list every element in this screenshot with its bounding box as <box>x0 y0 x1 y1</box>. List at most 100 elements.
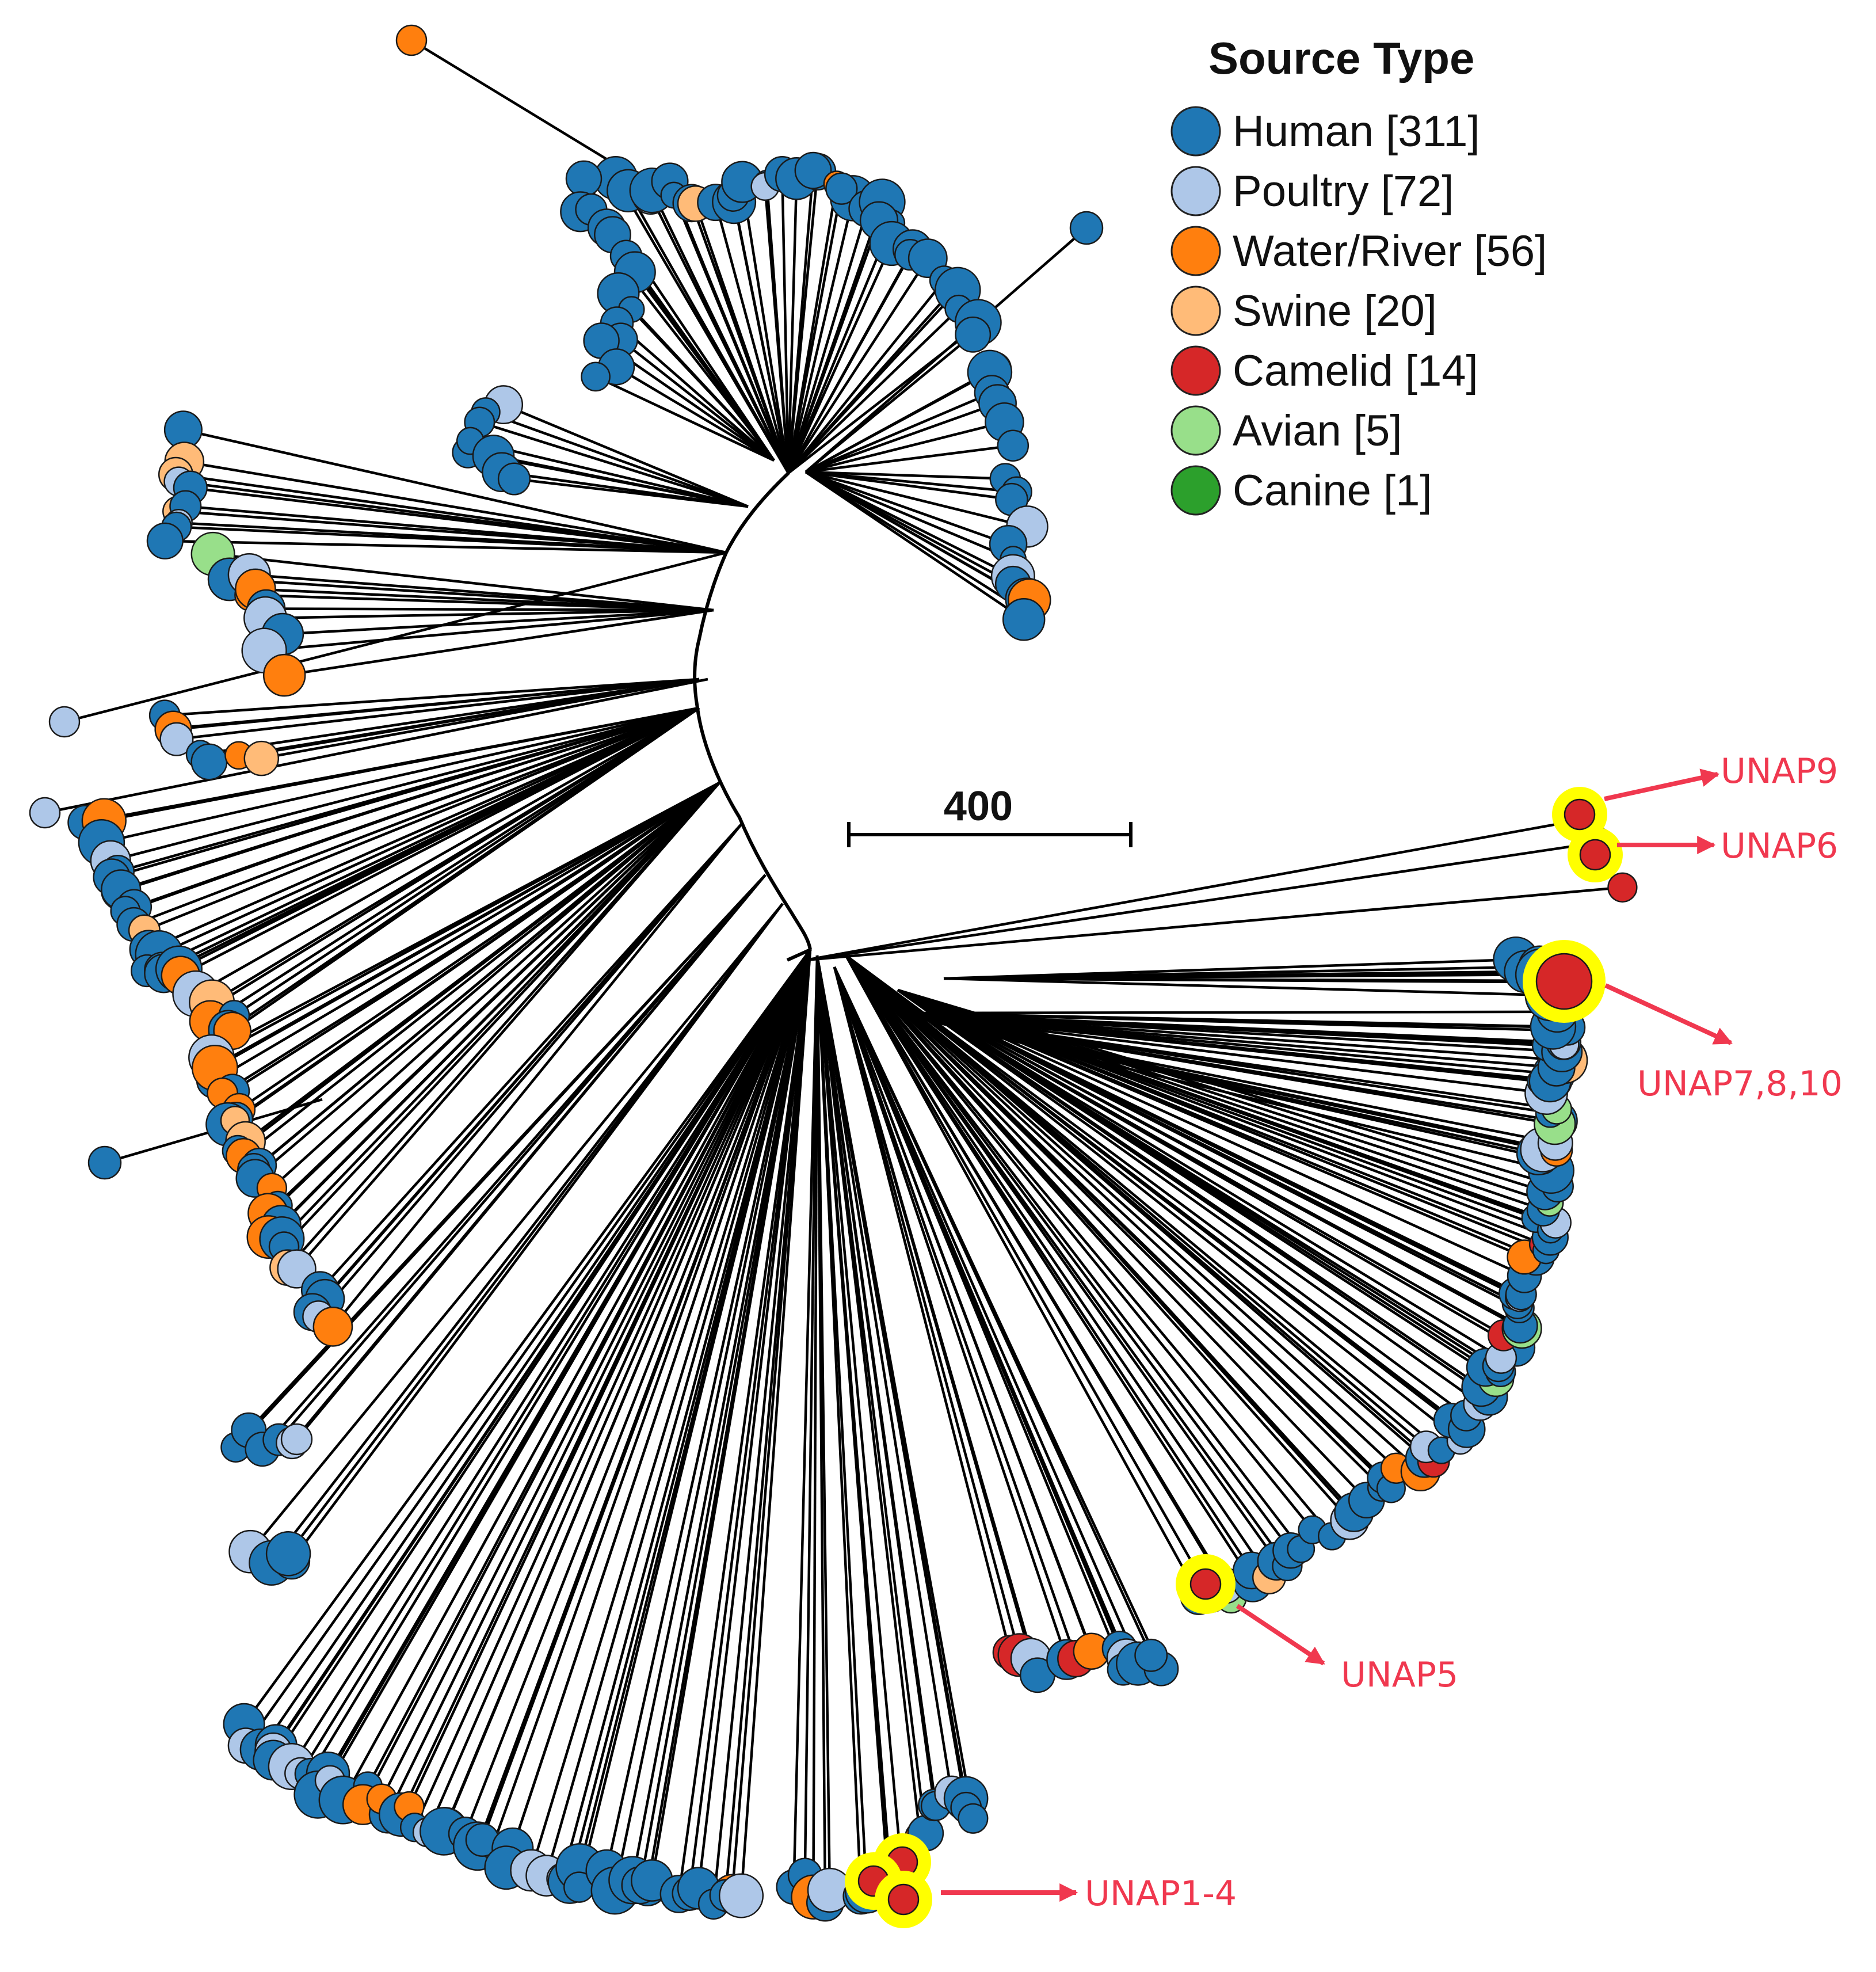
legend-item: Human [311] <box>1170 106 1480 157</box>
branch <box>815 955 868 1892</box>
branch <box>845 954 1355 1513</box>
leaf-node <box>243 740 280 776</box>
branch <box>264 608 714 652</box>
branch <box>605 949 812 1871</box>
branch <box>485 410 749 508</box>
branch <box>270 903 784 1564</box>
tree-leaf-nodes <box>29 24 1638 1922</box>
branch <box>195 707 700 995</box>
legend-swatch <box>1170 285 1221 336</box>
branch <box>805 421 1005 474</box>
branch <box>787 307 960 474</box>
branch <box>443 949 812 1832</box>
branch <box>620 338 775 462</box>
branch <box>833 966 1093 1652</box>
legend-swatch <box>1170 345 1221 396</box>
branch <box>407 949 812 1807</box>
branch <box>845 954 1462 1442</box>
legend-item: Camelid [14] <box>1170 345 1478 396</box>
leaf-node <box>581 361 611 392</box>
branch <box>897 988 1522 1296</box>
branch <box>299 949 811 1775</box>
highlight-unap7-8-10 <box>1523 940 1606 1023</box>
branch <box>739 949 812 1896</box>
branch <box>386 949 812 1815</box>
branch <box>182 428 727 554</box>
branch <box>627 190 790 474</box>
legend-swatch <box>1170 166 1221 216</box>
branch <box>260 949 811 1750</box>
branch <box>481 949 812 1841</box>
branch <box>212 553 714 612</box>
branch <box>331 822 743 1328</box>
camelid-node <box>1189 1568 1222 1600</box>
branch <box>815 955 975 1819</box>
branch <box>833 966 1124 1670</box>
branch <box>165 677 700 717</box>
branch <box>805 886 1623 962</box>
branch <box>672 195 790 474</box>
camelid-node <box>887 1883 920 1916</box>
branch <box>787 222 893 474</box>
branch <box>787 220 880 474</box>
branch <box>111 706 700 879</box>
leaf-node <box>146 522 184 559</box>
highlight-unap6 <box>1568 827 1623 882</box>
branch <box>545 949 812 1876</box>
branch <box>833 966 1039 1676</box>
branch <box>270 782 720 1189</box>
branch <box>173 677 700 731</box>
branch <box>125 706 700 912</box>
branch <box>805 841 1599 962</box>
branch <box>897 989 1482 1388</box>
branch <box>595 375 775 462</box>
branch <box>787 289 959 474</box>
branch <box>148 706 700 951</box>
branch <box>180 707 700 977</box>
branch <box>694 203 790 474</box>
branch <box>845 954 1271 1578</box>
branch <box>317 822 743 1318</box>
tree-branches <box>44 39 1623 1905</box>
branch <box>309 949 811 1775</box>
branch <box>833 966 1077 1659</box>
branch <box>101 706 700 844</box>
leaf-node <box>497 462 531 496</box>
branch <box>651 189 790 474</box>
branch <box>781 174 790 474</box>
legend-swatch <box>1170 405 1221 456</box>
leaf-node <box>794 151 832 189</box>
branch <box>724 949 812 1896</box>
branch <box>120 706 700 891</box>
branch <box>560 949 812 1879</box>
branch <box>578 949 812 1888</box>
branch <box>897 1011 1557 1069</box>
branch <box>787 279 945 474</box>
leaf-node <box>958 1803 989 1834</box>
branch <box>249 573 714 612</box>
branch <box>845 954 1468 1430</box>
branch <box>787 208 868 474</box>
leaf-node <box>190 743 228 781</box>
branch <box>815 955 832 1890</box>
camelid-node <box>1564 798 1596 831</box>
branch <box>283 608 714 635</box>
legend-label: Water/River [56] <box>1233 227 1547 276</box>
legend-item: Poultry [72] <box>1170 166 1454 216</box>
branch <box>787 254 912 474</box>
leaf-node <box>159 722 194 756</box>
branch <box>242 782 720 1158</box>
branch <box>380 949 812 1800</box>
branch <box>804 371 990 473</box>
branch <box>815 955 927 1834</box>
branch <box>845 954 1333 1537</box>
branch <box>190 486 727 554</box>
legend-item: Canine [1] <box>1170 465 1432 516</box>
branch <box>639 949 812 1886</box>
branch <box>845 954 1392 1490</box>
branch <box>845 954 1288 1567</box>
legend-label: Swine [20] <box>1233 287 1437 336</box>
branch <box>470 439 749 508</box>
branch <box>255 588 714 612</box>
branch <box>833 966 1068 1660</box>
